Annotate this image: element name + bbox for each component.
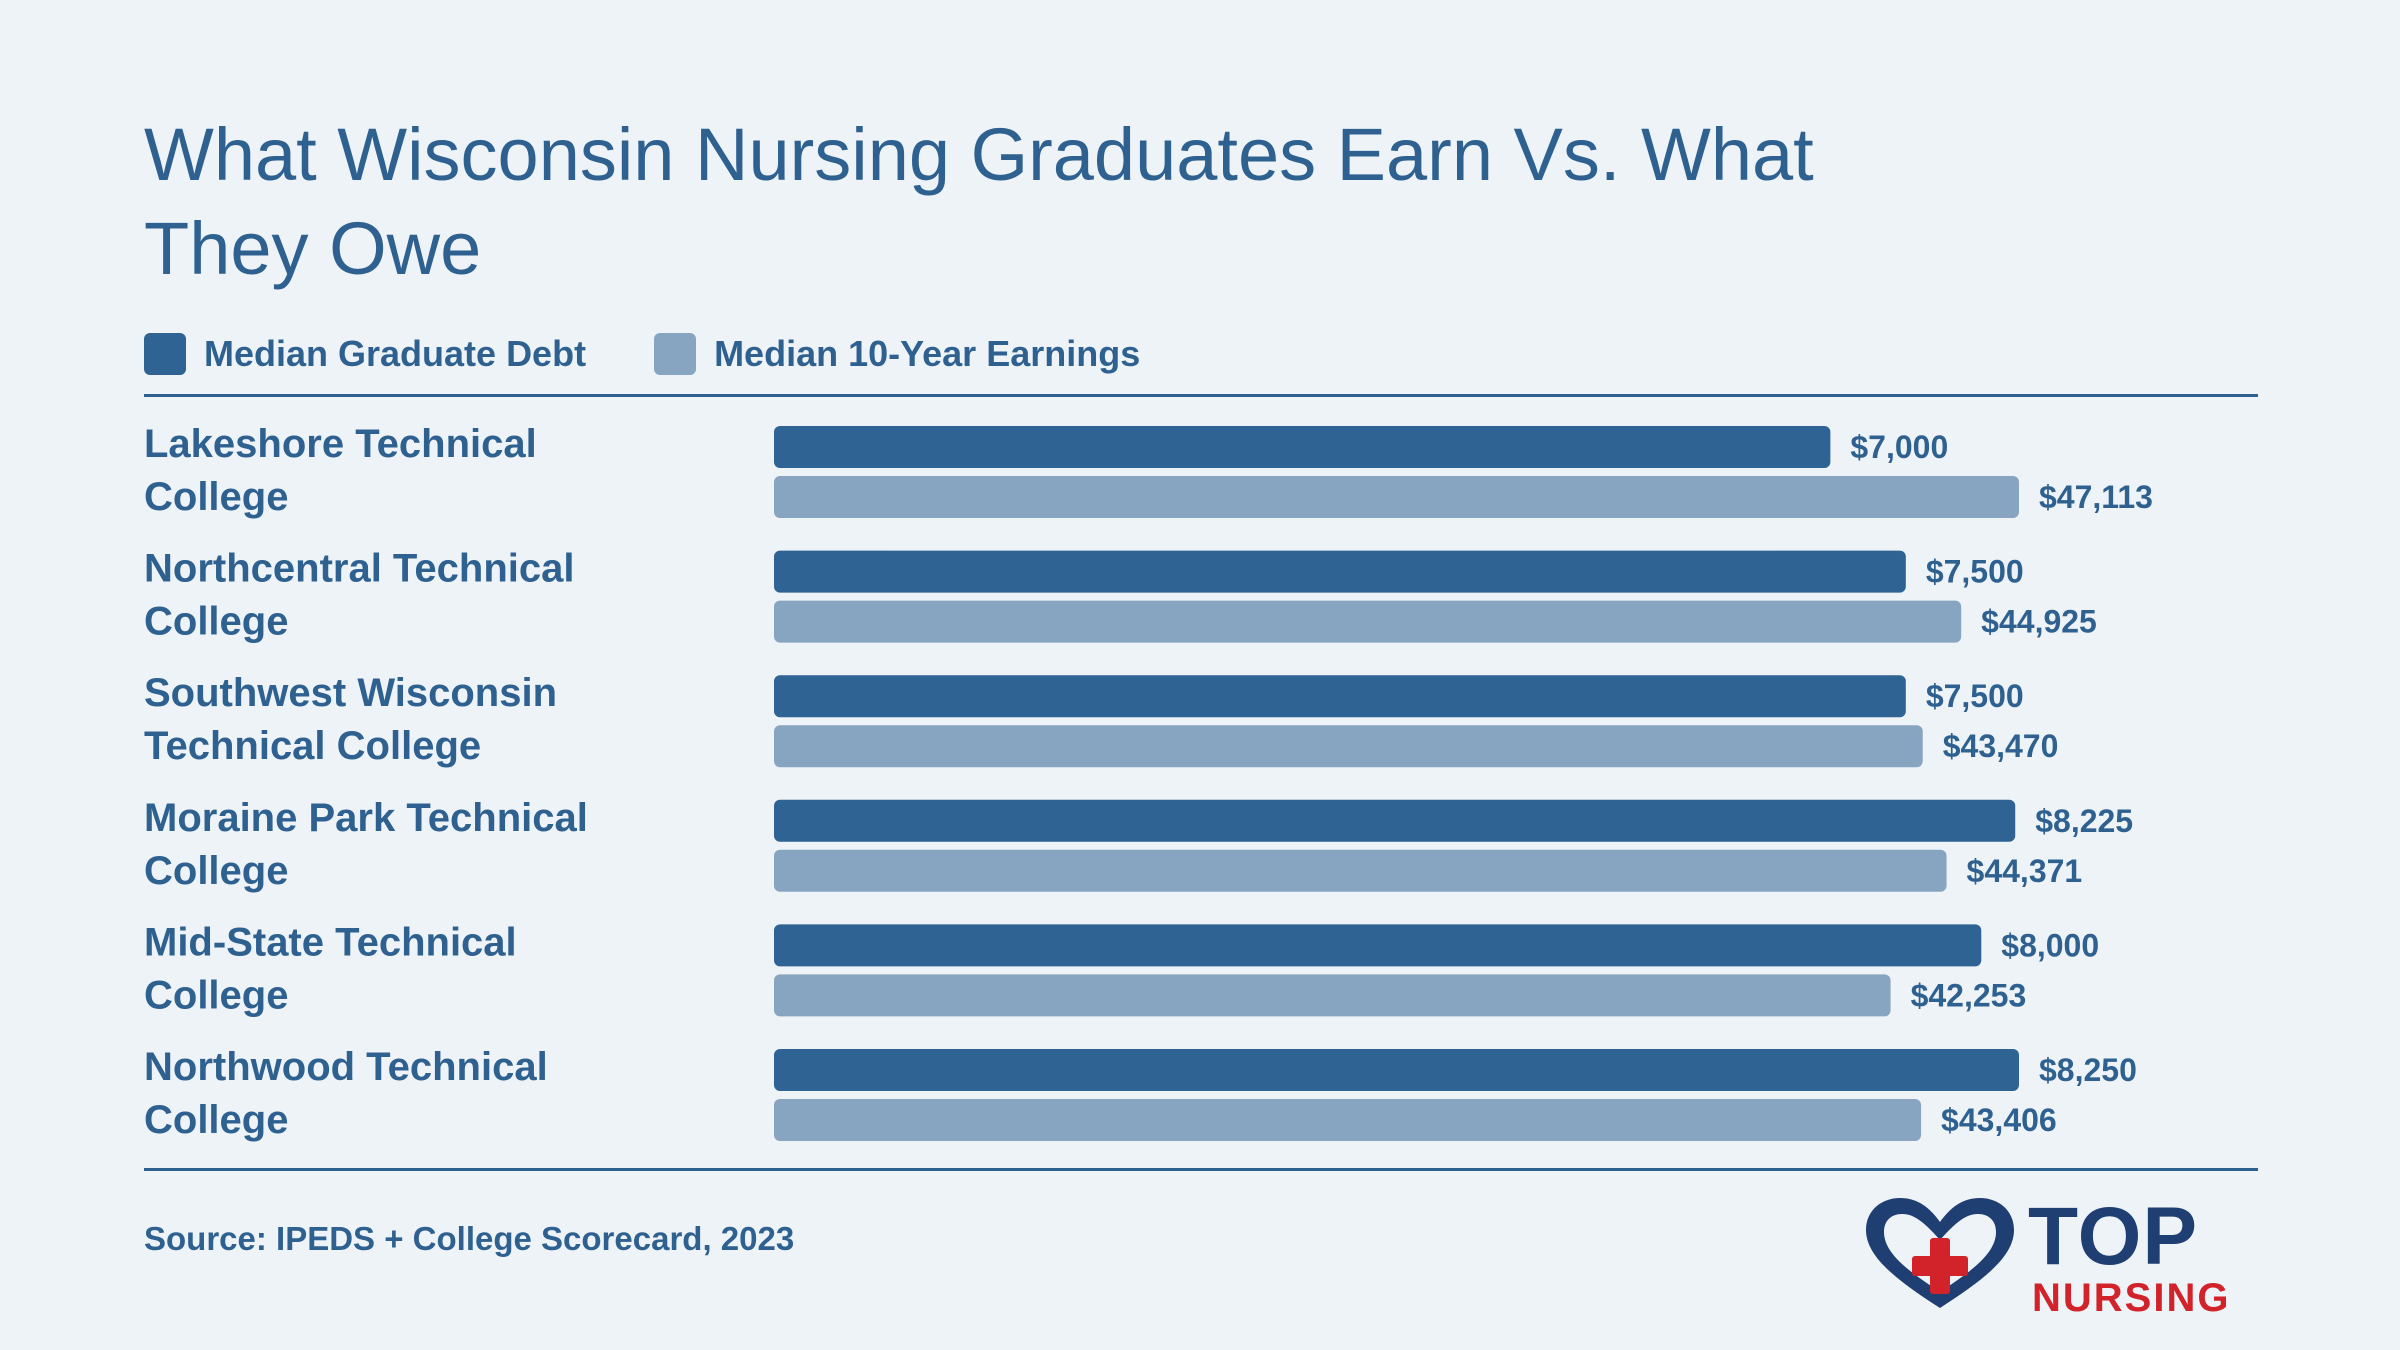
legend-swatch-debt: [144, 333, 186, 375]
category-label: Mid-State Technical: [144, 920, 517, 964]
bottom-divider: [144, 1168, 2258, 1171]
heart-cross-icon: [1866, 1198, 2014, 1308]
debt-value-label: $7,000: [1850, 429, 1948, 465]
category-label: College: [144, 973, 288, 1017]
legend-label-debt: Median Graduate Debt: [204, 333, 587, 374]
earnings-bar: [774, 600, 1962, 643]
debt-value-label: $7,500: [1926, 554, 2024, 590]
legend: Median Graduate Debt Median 10-Year Earn…: [144, 332, 1208, 376]
earnings-bar: [774, 476, 2019, 518]
debt-bar: [774, 426, 1831, 468]
logo-wordmark-bottom: NURSING: [2032, 1276, 2231, 1320]
debt-value-label: $8,000: [2001, 927, 2099, 963]
legend-item-earnings: Median 10-Year Earnings: [654, 333, 1140, 375]
earnings-value-label: $44,925: [1981, 604, 2097, 640]
earnings-value-label: $42,253: [1911, 977, 2027, 1013]
category-label: Northwood Technical: [144, 1045, 548, 1089]
legend-item-debt: Median Graduate Debt: [144, 333, 586, 375]
category-label: College: [144, 1098, 288, 1142]
debt-bar: [774, 550, 1906, 593]
debt-bar: [774, 799, 2016, 842]
bar-chart: Lakeshore Technical College $7,000 $47,113 N…: [144, 422, 2153, 1142]
category-label: Northcentral Technical: [144, 547, 574, 591]
category-label: Technical College: [144, 724, 481, 768]
earnings-bar: [774, 849, 1947, 892]
source-note: Source: IPEDS + College Scorecard, 2023: [144, 1220, 795, 1257]
debt-bar: [774, 1049, 2019, 1091]
top-nursing-logo: TOP NURSING: [1860, 1191, 2260, 1320]
category-label: Lakeshore Technical: [144, 422, 537, 466]
logo-wordmark-top: TOP: [2028, 1191, 2199, 1282]
debt-bar: [774, 924, 1982, 967]
category-label: College: [144, 475, 288, 519]
category-label: College: [144, 849, 288, 893]
earnings-value-label: $43,406: [1941, 1102, 2057, 1138]
debt-value-label: $8,225: [2035, 803, 2133, 839]
category-label: Moraine Park Technical: [144, 796, 588, 840]
earnings-bar: [774, 974, 1891, 1017]
debt-value-label: $7,500: [1926, 678, 2024, 714]
debt-bar: [774, 675, 1906, 718]
top-divider: [144, 394, 2258, 397]
category-label: College: [144, 600, 288, 644]
chart-title: What Wisconsin Nursing Graduates Earn Vs…: [144, 113, 1814, 290]
category-label: Southwest Wisconsin: [144, 671, 557, 715]
legend-swatch-earnings: [654, 333, 697, 375]
legend-label-earnings: Median 10-Year Earnings: [714, 333, 1141, 374]
earnings-value-label: $43,470: [1943, 728, 2059, 764]
earnings-bar: [774, 725, 1923, 768]
earnings-value-label: $44,371: [1967, 853, 2083, 889]
debt-value-label: $8,250: [2039, 1052, 2137, 1088]
earnings-bar: [774, 1099, 1922, 1141]
earnings-value-label: $47,113: [2039, 479, 2153, 515]
